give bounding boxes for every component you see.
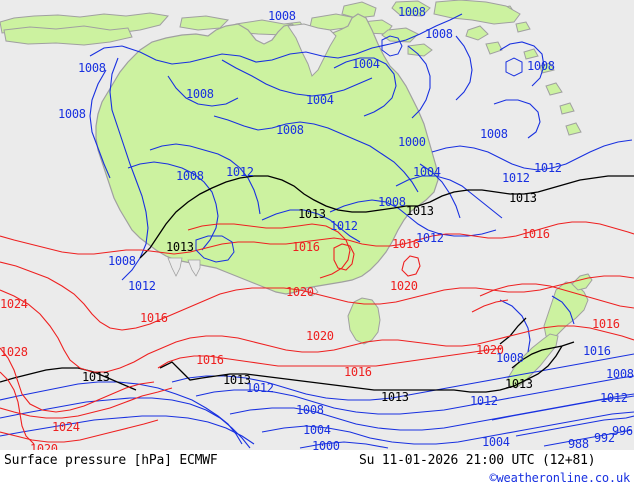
isobar-label: 1008 — [527, 59, 555, 73]
isobar-label: 1020 — [306, 329, 334, 343]
isobar-label: 1008 — [606, 367, 634, 381]
isobar-label: 1016 — [196, 353, 224, 367]
isobar-label: 1008 — [78, 61, 106, 75]
isobar-label: 1008 — [425, 27, 453, 41]
isobar-label: 1013 — [509, 191, 537, 205]
isobar-label: 992 — [594, 431, 615, 445]
isobar-label: 1020 — [390, 279, 418, 293]
isobar-label: 1016 — [583, 344, 611, 358]
isobar-label: 1013 — [82, 370, 110, 384]
isobar-label: 1008 — [268, 9, 296, 23]
isobar-label: 1004 — [306, 93, 334, 107]
isobar-label: 1008 — [378, 195, 406, 209]
isobar-1013-layer — [0, 175, 634, 393]
isobar-label: 1012 — [226, 165, 254, 179]
isobar-label: 1000 — [398, 135, 426, 149]
footer-title: Surface pressure [hPa] ECMWF — [4, 453, 218, 468]
isobar-label: 1013 — [381, 390, 409, 404]
isobar-label: 1008 — [398, 5, 426, 19]
isobar-label: 1016 — [292, 240, 320, 254]
isobar-label: 1008 — [480, 127, 508, 141]
isobar-label: 1013 — [166, 240, 194, 254]
isobar-label: 1008 — [186, 87, 214, 101]
isobar-label: 1008 — [176, 169, 204, 183]
landmass-layer — [0, 0, 593, 389]
isobar-label: 1020 — [286, 285, 314, 299]
isobar-label: 1004 — [482, 435, 510, 449]
isobar-label: 1024 — [0, 297, 28, 311]
footer-credit-link[interactable]: ©weatheronline.co.uk — [489, 471, 631, 485]
isobar-label: 1000 — [312, 439, 340, 450]
isobar-label: 1008 — [108, 254, 136, 268]
isobar-high-layer — [0, 221, 634, 445]
isobar-label: 988 — [568, 437, 589, 450]
isobar-label: 1004 — [352, 57, 380, 71]
isobar-label: 1012 — [246, 381, 274, 395]
isobar-label: 1016 — [592, 317, 620, 331]
isobar-label: 1012 — [416, 231, 444, 245]
isobar-label: 1013 — [505, 377, 533, 391]
isobar-label: 1012 — [128, 279, 156, 293]
tasmania — [347, 297, 381, 345]
isobar-label: 1004 — [413, 165, 441, 179]
isobar-low-layer — [0, 13, 634, 449]
isobar-label: 1016 — [392, 237, 420, 251]
isobar-label: 1012 — [502, 171, 530, 185]
isobar-label: 1020 — [30, 442, 58, 450]
isobar-label: 996 — [612, 424, 633, 438]
new-zealand-north-island — [543, 273, 593, 341]
isobar-label: 1012 — [600, 391, 628, 405]
map-footer: Surface pressure [hPa] ECMWF Su 11-01-20… — [0, 450, 634, 490]
australia-mainland — [95, 13, 439, 297]
isobar-label: 1016 — [344, 365, 372, 379]
new-guinea — [433, 0, 521, 25]
isobar-label: 1008 — [276, 123, 304, 137]
isobar-label: 1012 — [470, 394, 498, 408]
isobar-label: 1013 — [406, 204, 434, 218]
isobar-label: 1012 — [330, 219, 358, 233]
footer-datetime: Su 11-01-2026 21:00 UTC (12+81) — [359, 453, 596, 468]
isobar-label: 1008 — [296, 403, 324, 417]
isobar-label: 1013 — [298, 207, 326, 221]
isobar-label: 1016 — [522, 227, 550, 241]
isobar-label: 1008 — [58, 107, 86, 121]
isobar-label: 1024 — [52, 420, 80, 434]
pressure-contour-map[interactable]: 1008 1008 1008 1008 1008 1008 1008 1008 1008 1008… — [0, 0, 634, 450]
isobar-label: 1020 — [476, 343, 504, 357]
isobar-label: 1028 — [0, 345, 28, 359]
map-svg-canvas — [0, 0, 634, 449]
isobar-label: 1013 — [223, 373, 251, 387]
isobar-detail-layer — [195, 35, 523, 263]
isobar-label: 1008 — [496, 351, 524, 365]
isobar-label: 1004 — [303, 423, 331, 437]
isobar-label: 1012 — [534, 161, 562, 175]
isobar-label: 1016 — [140, 311, 168, 325]
